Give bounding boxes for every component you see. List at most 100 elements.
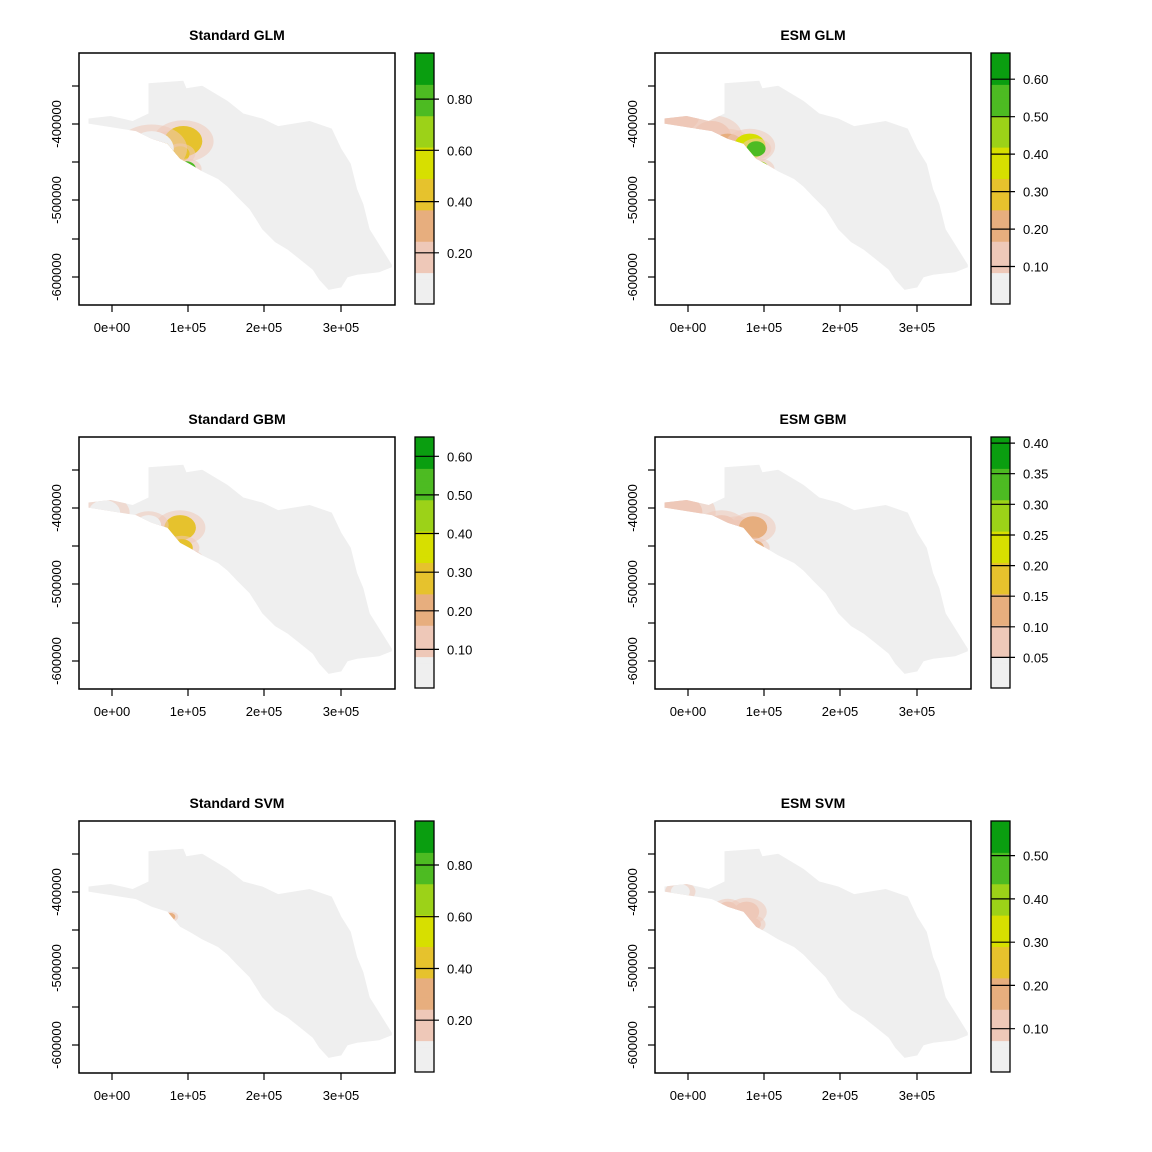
legend-swatch — [991, 681, 1010, 689]
legend-tick-label: 0.10 — [1023, 260, 1048, 275]
legend-swatch — [415, 581, 434, 589]
legend-swatch — [991, 921, 1010, 929]
legend-swatch — [415, 531, 434, 538]
legend-tick-label: 0.10 — [1023, 1022, 1048, 1037]
legend-swatch — [991, 890, 1010, 897]
legend-swatch — [991, 977, 1010, 985]
legend-swatch — [991, 53, 1010, 60]
legend-swatch — [415, 971, 434, 979]
legend-swatch — [415, 96, 434, 104]
legend-swatch — [991, 165, 1010, 173]
suitability-halo — [739, 569, 780, 598]
legend-tick-label: 0.50 — [1023, 849, 1048, 864]
legend-swatch — [415, 165, 434, 173]
legend-swatch — [415, 593, 434, 601]
legend-swatch — [415, 984, 434, 991]
x-tick-label: 1e+05 — [170, 704, 207, 719]
legend-swatch — [991, 96, 1010, 104]
suitability-halo — [729, 185, 770, 214]
suitability-patch — [170, 204, 184, 215]
legend-swatch — [415, 222, 434, 230]
suitability-halo — [737, 565, 769, 586]
legend-swatch — [415, 241, 434, 249]
legend-swatch — [991, 908, 1010, 916]
legend-swatch — [415, 946, 434, 954]
x-tick-label: 3e+05 — [323, 1088, 360, 1103]
legend-swatch — [415, 858, 434, 866]
legend-tick-label: 0.35 — [1023, 467, 1048, 482]
x-tick-label: 0e+00 — [94, 320, 131, 335]
legend-swatch — [415, 871, 434, 878]
suitability-patch — [745, 918, 761, 931]
legend-swatch — [415, 940, 434, 948]
legend-swatch — [991, 556, 1010, 564]
legend-swatch — [991, 662, 1010, 670]
legend-swatch — [991, 1059, 1010, 1067]
legend-swatch — [991, 933, 1010, 941]
legend-swatch — [991, 480, 1010, 488]
legend-swatch — [415, 883, 434, 891]
legend-swatch — [991, 90, 1010, 98]
legend-tick-label: 0.40 — [1023, 892, 1048, 907]
legend-swatch — [991, 568, 1010, 576]
suitability-patch — [749, 161, 769, 177]
y-tick-label: -600000 — [49, 1021, 64, 1069]
legend-swatch — [415, 109, 434, 117]
region-land — [664, 464, 968, 674]
legend-swatch — [415, 952, 434, 960]
legend-swatch — [415, 437, 434, 444]
legend-tick-label: 0.80 — [447, 858, 472, 873]
x-tick-label: 1e+05 — [170, 320, 207, 335]
legend-colorbar: 0.10 0.20 0.30 0.40 0.50 — [990, 820, 1048, 1073]
legend-swatch — [991, 487, 1010, 494]
y-tick-label: -600000 — [49, 253, 64, 301]
y-tick-label: -600000 — [49, 637, 64, 685]
legend-tick-label: 0.30 — [447, 565, 472, 580]
legend-colorbar: 0.10 0.20 0.30 0.40 0.50 0.60 — [414, 436, 472, 689]
suitability-patch — [737, 189, 763, 210]
map-panel: Standard GBM 0e+00 1e+05 2e+05 3e+05 -400000 -… — [49, 411, 472, 719]
legend-colorbar: 0.20 0.40 0.60 0.80 — [414, 820, 472, 1073]
legend-swatch — [415, 587, 434, 595]
legend-swatch — [415, 443, 434, 451]
suitability-halo — [88, 132, 141, 175]
legend-swatch — [415, 833, 434, 841]
legend-swatch — [991, 297, 1010, 305]
suitability-halo — [739, 932, 760, 947]
legend-swatch — [991, 650, 1010, 658]
x-tick-label: 0e+00 — [94, 704, 131, 719]
legend-swatch — [415, 549, 434, 557]
legend-swatch — [991, 203, 1010, 211]
suitability-halo — [744, 158, 775, 180]
suitability-halo — [170, 566, 196, 585]
legend-colorbar: 0.05 0.10 0.15 0.20 0.25 0.30 0.35 0.40 — [990, 436, 1048, 689]
legend-swatch — [991, 549, 1010, 557]
legend-swatch — [415, 1028, 434, 1035]
legend-swatch — [991, 474, 1010, 482]
legend-swatch — [415, 1021, 434, 1029]
legend-swatch — [415, 203, 434, 211]
legend-swatch — [991, 449, 1010, 457]
legend-swatch — [415, 474, 434, 482]
legend-swatch — [991, 625, 1010, 633]
suitability-patch — [746, 573, 772, 594]
legend-swatch — [991, 253, 1010, 261]
legend-swatch — [991, 153, 1010, 161]
legend-swatch — [991, 669, 1010, 676]
suitability-halo — [88, 495, 130, 530]
legend-swatch — [415, 480, 434, 488]
panel-title: ESM GBM — [780, 411, 847, 427]
legend-swatch — [991, 587, 1010, 595]
legend-swatch — [991, 462, 1010, 469]
x-tick-label: 1e+05 — [746, 704, 783, 719]
y-tick-label: -400000 — [625, 868, 640, 916]
legend-swatch — [415, 996, 434, 1004]
legend-swatch — [415, 153, 434, 161]
legend-swatch — [415, 612, 434, 620]
legend-swatch — [991, 1040, 1010, 1048]
legend-swatch — [991, 902, 1010, 910]
suitability-patch — [745, 540, 764, 556]
suitability-halo — [182, 551, 203, 565]
legend-swatch — [991, 871, 1010, 878]
legend-swatch — [991, 675, 1010, 683]
